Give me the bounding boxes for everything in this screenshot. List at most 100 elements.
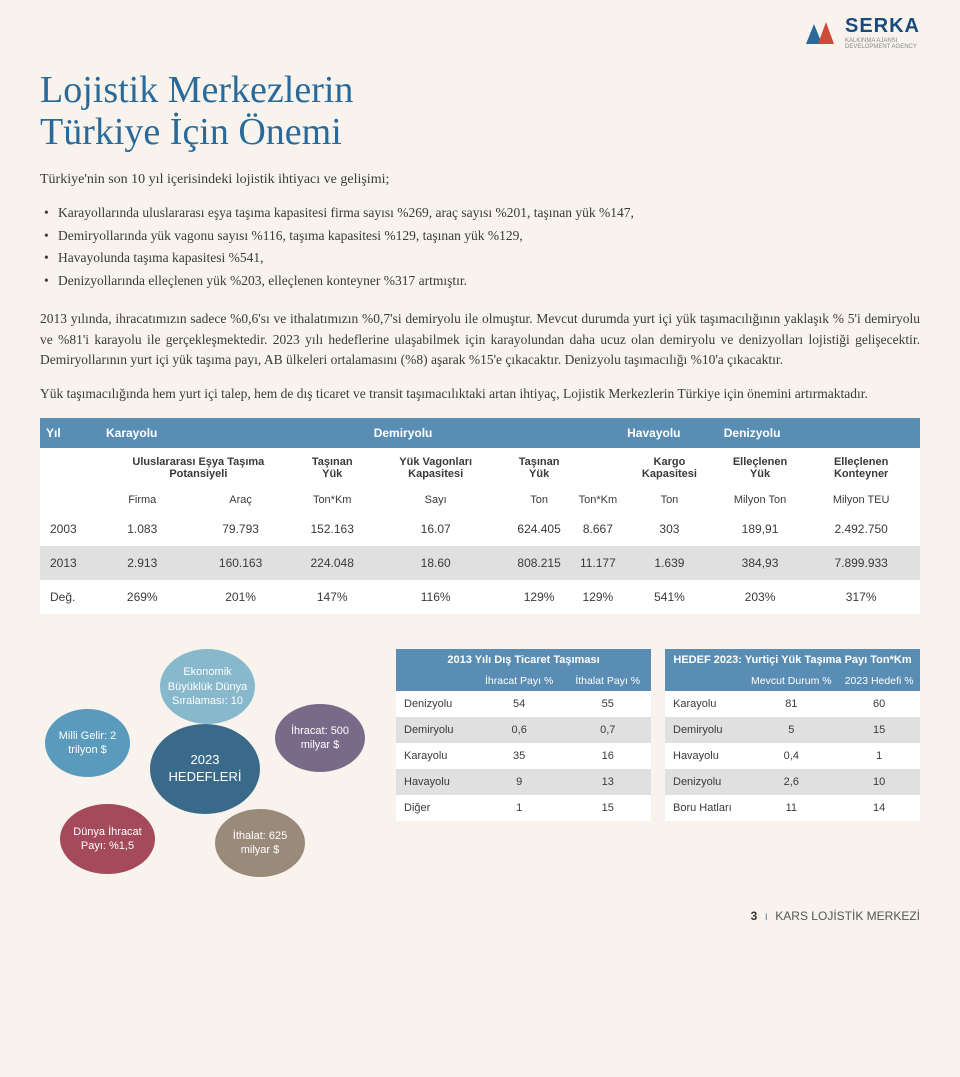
th-sub: Kargo Kapasitesi bbox=[621, 448, 718, 488]
footer-title: KARS LOJİSTİK MERKEZİ bbox=[775, 909, 920, 923]
cell: 203% bbox=[718, 580, 803, 614]
table-row: Diğer115 bbox=[396, 795, 651, 821]
cell: 147% bbox=[297, 580, 368, 614]
th-unit: Ton*Km bbox=[297, 488, 368, 512]
cell: 116% bbox=[368, 580, 504, 614]
th-yil: Yıl bbox=[40, 418, 100, 448]
subtitle: Türkiye'nin son 10 yıl içerisindeki loji… bbox=[40, 172, 920, 188]
bullet-item: Denizyollarında elleçlenen yük %203, ell… bbox=[58, 270, 920, 293]
cell: 160.163 bbox=[184, 546, 296, 580]
cell: 60 bbox=[838, 691, 920, 717]
table-header-row-3: Firma Araç Ton*Km Sayı Ton Ton*Km Ton Mi… bbox=[40, 488, 920, 512]
cell: 2013 bbox=[40, 546, 100, 580]
logo-subtext-2: DEVELOPMENT AGENCY bbox=[845, 44, 920, 50]
cell: 541% bbox=[621, 580, 718, 614]
cell: Havayolu bbox=[396, 769, 474, 795]
page-number: 3 bbox=[751, 909, 758, 923]
table-row: 2003 1.083 79.793 152.163 16.07 624.405 … bbox=[40, 512, 920, 546]
cell: 624.405 bbox=[504, 512, 575, 546]
cell: 15 bbox=[838, 717, 920, 743]
page-title: Lojistik Merkezlerin Türkiye İçin Önemi bbox=[40, 70, 920, 154]
cell: 11.177 bbox=[575, 546, 622, 580]
cell: Diğer bbox=[396, 795, 474, 821]
th-unit: Ton bbox=[621, 488, 718, 512]
cell: 129% bbox=[575, 580, 622, 614]
cell: Karayolu bbox=[396, 743, 474, 769]
small-th: 2023 Hedefi % bbox=[838, 671, 920, 691]
cell: 0,7 bbox=[564, 717, 651, 743]
th-sub: Elleçlenen Yük bbox=[718, 448, 803, 488]
cell: Boru Hatları bbox=[665, 795, 744, 821]
cell: 18.60 bbox=[368, 546, 504, 580]
cell: 2003 bbox=[40, 512, 100, 546]
bullet-item: Demiryollarında yük vagonu sayısı %116, … bbox=[58, 225, 920, 248]
cell: 10 bbox=[838, 769, 920, 795]
cell: 7.899.933 bbox=[802, 546, 920, 580]
cell: 152.163 bbox=[297, 512, 368, 546]
cell: 1.083 bbox=[100, 512, 184, 546]
cell: 201% bbox=[184, 580, 296, 614]
bullet-item: Karayollarında uluslararası eşya taşıma … bbox=[58, 202, 920, 225]
cell: 224.048 bbox=[297, 546, 368, 580]
cell: 303 bbox=[621, 512, 718, 546]
table-row: Değ. 269% 201% 147% 116% 129% 129% 541% … bbox=[40, 580, 920, 614]
bullet-list: Karayollarında uluslararası eşya taşıma … bbox=[40, 202, 920, 294]
cell: 14 bbox=[838, 795, 920, 821]
cell: 189,91 bbox=[718, 512, 803, 546]
paragraph-2: Yük taşımacılığında hem yurt içi talep, … bbox=[40, 384, 920, 404]
table-row: 2013 2.913 160.163 224.048 18.60 808.215… bbox=[40, 546, 920, 580]
cell: 269% bbox=[100, 580, 184, 614]
cell: 11 bbox=[744, 795, 838, 821]
side-tables: 2013 Yılı Dış Ticaret Taşıması İhracat P… bbox=[396, 649, 920, 821]
cell: 2.492.750 bbox=[802, 512, 920, 546]
cell: Denizyolu bbox=[665, 769, 744, 795]
th-unit: Milyon TEU bbox=[802, 488, 920, 512]
title-line-1: Lojistik Merkezlerin bbox=[40, 69, 353, 111]
table-row: Karayolu3516 bbox=[396, 743, 651, 769]
cell: 79.793 bbox=[184, 512, 296, 546]
table-row: Boru Hatları1114 bbox=[665, 795, 920, 821]
table-2013: 2013 Yılı Dış Ticaret Taşıması İhracat P… bbox=[396, 649, 651, 821]
bullet-item: Havayolunda taşıma kapasitesi %541, bbox=[58, 247, 920, 270]
th-sub: Taşınan Yük bbox=[297, 448, 368, 488]
small-table-title: 2013 Yılı Dış Ticaret Taşıması bbox=[396, 649, 651, 671]
cell: 9 bbox=[474, 769, 565, 795]
th-unit: Araç bbox=[184, 488, 296, 512]
table-row: Denizyolu2,610 bbox=[665, 769, 920, 795]
cell: 0,4 bbox=[744, 743, 838, 769]
bubble-right-2: İthalat: 625 milyar $ bbox=[215, 809, 305, 877]
logo-text: SERKA bbox=[845, 15, 920, 38]
bubble-center-l2: HEDEFLERİ bbox=[169, 769, 242, 784]
th-demiryolu: Demiryolu bbox=[368, 418, 621, 448]
bubble-center: 2023 HEDEFLERİ bbox=[150, 724, 260, 814]
table-header-row-1: Yıl Karayolu Demiryolu Havayolu Denizyol… bbox=[40, 418, 920, 448]
bubble-right-1: İhracat: 500 milyar $ bbox=[275, 704, 365, 772]
cell: 55 bbox=[564, 691, 651, 717]
th-karayolu: Karayolu bbox=[100, 418, 368, 448]
th-sub: Uluslararası Eşya Taşıma Potansiyeli bbox=[100, 448, 297, 488]
table-header-row-2: Uluslararası Eşya Taşıma Potansiyeli Taş… bbox=[40, 448, 920, 488]
th-unit: Sayı bbox=[368, 488, 504, 512]
brand-logo: SERKA KALKINMA AJANSI DEVELOPMENT AGENCY bbox=[804, 15, 920, 50]
cell: 5 bbox=[744, 717, 838, 743]
cell: 0,6 bbox=[474, 717, 565, 743]
cell: 1.639 bbox=[621, 546, 718, 580]
cell: Demiryolu bbox=[665, 717, 744, 743]
table-row: Havayolu913 bbox=[396, 769, 651, 795]
cell: 8.667 bbox=[575, 512, 622, 546]
cell: 317% bbox=[802, 580, 920, 614]
th-unit: Firma bbox=[100, 488, 184, 512]
page-footer: 3 ı KARS LOJİSTİK MERKEZİ bbox=[40, 909, 920, 923]
cell: 16 bbox=[564, 743, 651, 769]
cell: 81 bbox=[744, 691, 838, 717]
table-row: Denizyolu5455 bbox=[396, 691, 651, 717]
table-row: Demiryolu0,60,7 bbox=[396, 717, 651, 743]
bottom-section: Ekonomik Büyüklük Dünya Sıralaması: 10 M… bbox=[40, 649, 920, 879]
footer-separator: ı bbox=[765, 909, 768, 923]
bubble-left-2: Dünya İhracat Payı: %1,5 bbox=[60, 804, 155, 874]
bubble-top: Ekonomik Büyüklük Dünya Sıralaması: 10 bbox=[160, 649, 255, 724]
table-2023: HEDEF 2023: Yurtiçi Yük Taşıma Payı Ton*… bbox=[665, 649, 920, 821]
paragraph-1: 2013 yılında, ihracatımızın sadece %0,6'… bbox=[40, 309, 920, 370]
targets-diagram: Ekonomik Büyüklük Dünya Sıralaması: 10 M… bbox=[40, 649, 380, 879]
cell: Değ. bbox=[40, 580, 100, 614]
